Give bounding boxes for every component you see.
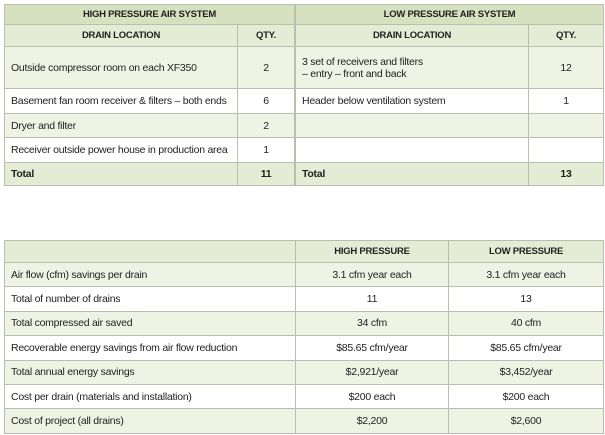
column-header: QTY. xyxy=(236,24,296,47)
table-row: DRAIN LOCATION QTY. xyxy=(295,24,605,47)
savings-table: HIGH PRESSURE LOW PRESSURE Air flow (cfm) … xyxy=(4,240,604,434)
table-row: Header below ventilation system 1 xyxy=(295,88,605,114)
value-cell: $3,452/year xyxy=(448,359,604,385)
table-title: HIGH PRESSURE AIR SYSTEM xyxy=(3,4,296,25)
column-header: QTY. xyxy=(527,24,605,47)
total-qty: 11 xyxy=(236,162,296,186)
value-cell: $85.65 cfm/year xyxy=(448,335,604,361)
value-cell: $2,200 xyxy=(295,408,449,434)
value-cell: 3.1 cfm year each xyxy=(448,261,604,288)
table-row: Dryer and filter 2 xyxy=(4,113,296,138)
table-row: Total of number of drains 11 13 xyxy=(4,286,604,312)
table-row: 3 set of receivers and filters – entry – … xyxy=(295,46,605,89)
empty-cell xyxy=(527,137,605,163)
qty-cell: 12 xyxy=(527,46,605,89)
column-header: HIGH PRESSURE xyxy=(295,240,449,263)
value-cell: $2,921/year xyxy=(295,359,449,385)
value-cell: 34 cfm xyxy=(295,310,449,337)
value-cell: 3.1 cfm year each xyxy=(295,261,449,288)
empty-cell xyxy=(295,113,529,138)
location-cell: Header below ventilation system xyxy=(295,88,529,114)
column-header: DRAIN LOCATION xyxy=(4,24,238,47)
table-row: Recoverable energy savings from air flow… xyxy=(4,335,604,361)
table-row: HIGH PRESSURE AIR SYSTEM xyxy=(3,4,296,25)
table-row: Outside compressor room on each XF350 2 xyxy=(4,46,296,89)
table-row: Receiver outside power house in producti… xyxy=(4,137,296,163)
empty-cell xyxy=(527,113,605,138)
row-label: Cost of project (all drains) xyxy=(4,408,296,434)
table-row: Total compressed air saved 34 cfm 40 cfm xyxy=(4,310,604,337)
location-cell: Basement fan room receiver & filters – b… xyxy=(4,88,238,114)
value-cell: 13 xyxy=(448,286,604,312)
table-row: HIGH PRESSURE LOW PRESSURE xyxy=(4,240,604,263)
qty-cell: 6 xyxy=(236,88,296,114)
high-pressure-table: HIGH PRESSURE AIR SYSTEM DRAIN LOCATION QT… xyxy=(3,4,296,186)
row-label: Recoverable energy savings from air flow… xyxy=(4,335,296,361)
table-title: LOW PRESSURE AIR SYSTEM xyxy=(294,4,605,25)
table-row: Total 11 xyxy=(4,162,296,186)
value-cell: $200 each xyxy=(295,383,449,410)
table-row: Cost per drain (materials and installati… xyxy=(4,383,604,410)
row-label: Total of number of drains xyxy=(4,286,296,312)
column-header: DRAIN LOCATION xyxy=(295,24,529,47)
empty-cell xyxy=(4,240,296,263)
total-label: Total xyxy=(295,162,529,186)
table-row: Total annual energy savings $2,921/year $3… xyxy=(4,359,604,385)
location-cell: Receiver outside power house in producti… xyxy=(4,137,238,163)
table-row xyxy=(295,113,605,138)
location-cell: Dryer and filter xyxy=(4,113,238,138)
value-cell: $85.65 cfm/year xyxy=(295,335,449,361)
qty-cell: 1 xyxy=(527,88,605,114)
low-pressure-table: LOW PRESSURE AIR SYSTEM DRAIN LOCATION QTY… xyxy=(294,4,605,186)
table-row: Cost of project (all drains) $2,200 $2,600 xyxy=(4,408,604,434)
value-cell: 11 xyxy=(295,286,449,312)
location-cell: Outside compressor room on each XF350 xyxy=(4,46,238,89)
table-row: DRAIN LOCATION QTY. xyxy=(4,24,296,47)
value-cell: $200 each xyxy=(448,383,604,410)
table-row: Total 13 xyxy=(295,162,605,186)
table-row: Basement fan room receiver & filters – b… xyxy=(4,88,296,114)
column-header: LOW PRESSURE xyxy=(448,240,604,263)
location-line: – entry – front and back xyxy=(302,67,407,80)
qty-cell: 1 xyxy=(236,137,296,163)
table-row: LOW PRESSURE AIR SYSTEM xyxy=(294,4,605,25)
qty-cell: 2 xyxy=(236,113,296,138)
row-label: Total annual energy savings xyxy=(4,359,296,385)
table-row xyxy=(295,137,605,163)
empty-cell xyxy=(295,137,529,163)
total-label: Total xyxy=(4,162,238,186)
location-cell: 3 set of receivers and filters – entry – … xyxy=(295,46,529,89)
row-label: Total compressed air saved xyxy=(4,310,296,337)
table-row: Air flow (cfm) savings per drain 3.1 cfm … xyxy=(4,261,604,288)
total-qty: 13 xyxy=(527,162,605,186)
value-cell: $2,600 xyxy=(448,408,604,434)
location-line: 3 set of receivers and filters xyxy=(302,55,423,68)
qty-cell: 2 xyxy=(236,46,296,89)
row-label: Cost per drain (materials and installati… xyxy=(4,383,296,410)
row-label: Air flow (cfm) savings per drain xyxy=(4,261,296,288)
value-cell: 40 cfm xyxy=(448,310,604,337)
